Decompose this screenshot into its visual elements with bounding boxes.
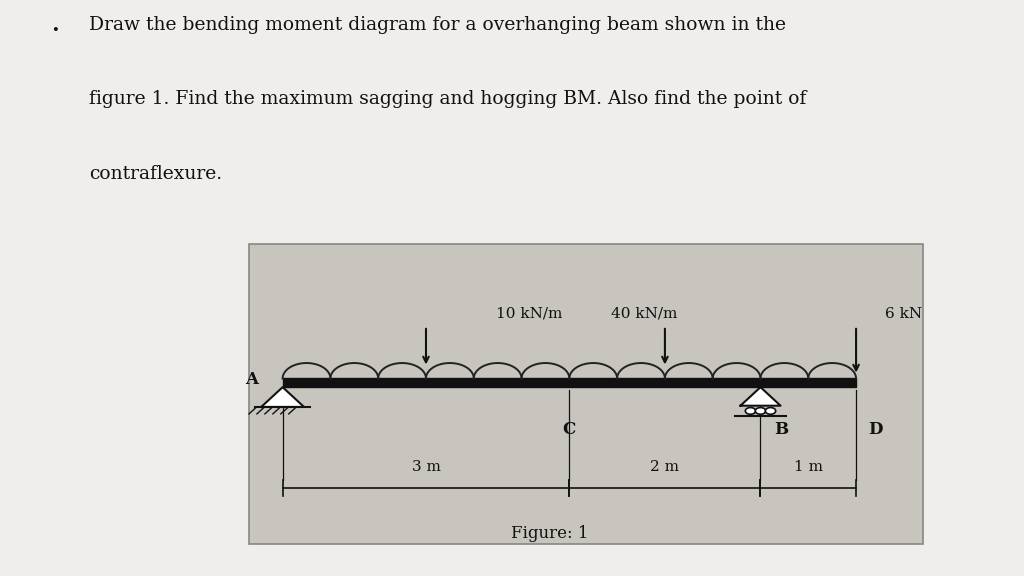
Text: figure 1. Find the maximum sagging and hogging BM. Also find the point of: figure 1. Find the maximum sagging and h…	[89, 90, 807, 108]
Bar	[283, 378, 856, 387]
Text: 10 kN/m: 10 kN/m	[496, 307, 562, 321]
Text: 1 m: 1 m	[794, 460, 822, 475]
Circle shape	[745, 408, 756, 414]
Text: 6 kN: 6 kN	[886, 307, 923, 321]
Polygon shape	[261, 387, 304, 407]
Polygon shape	[740, 387, 780, 406]
Bar	[249, 244, 923, 544]
Text: Draw the bending moment diagram for a overhanging beam shown in the: Draw the bending moment diagram for a ov…	[89, 16, 786, 33]
Text: ·: ·	[50, 16, 60, 47]
Text: 3 m: 3 m	[412, 460, 440, 475]
Text: B: B	[774, 421, 788, 438]
Text: Figure: 1: Figure: 1	[511, 525, 589, 541]
Circle shape	[765, 408, 776, 414]
Text: 2 m: 2 m	[650, 460, 679, 475]
Text: A: A	[246, 372, 258, 388]
Text: contraflexure.: contraflexure.	[89, 165, 222, 183]
Text: C: C	[563, 421, 575, 438]
Text: D: D	[868, 421, 883, 438]
Text: 40 kN/m: 40 kN/m	[610, 307, 677, 321]
Circle shape	[756, 408, 766, 414]
